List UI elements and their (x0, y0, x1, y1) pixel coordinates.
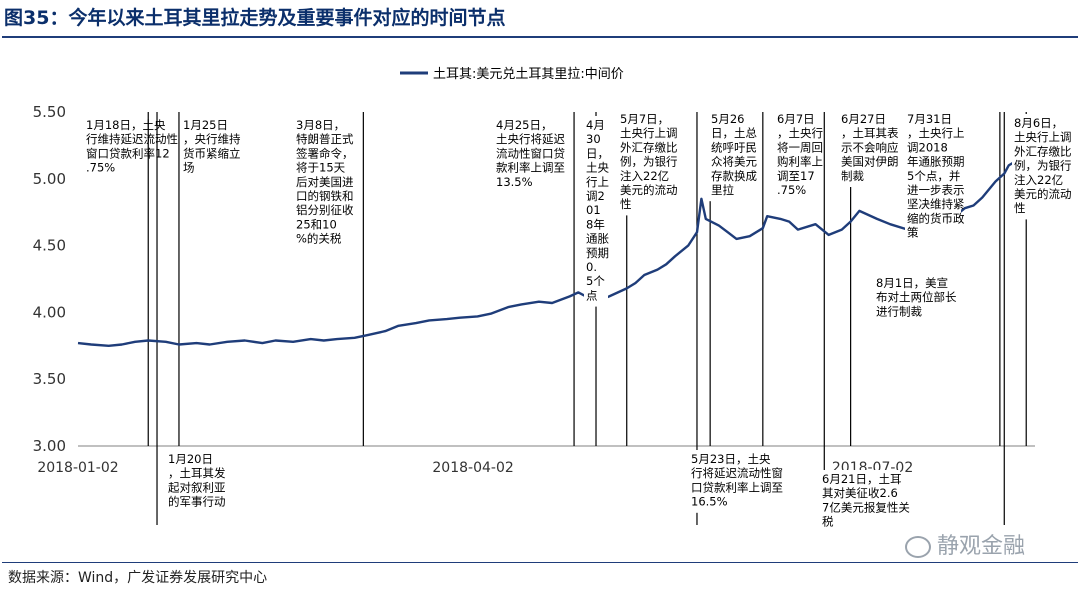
watermark: 静观金融 (905, 528, 1025, 560)
annotation-background (709, 110, 755, 202)
event-annotation: 7月31日，土央行上调2018 年通胀预期 5个点，并进一步表示坚决维持紧缩的货币政… (905, 110, 965, 244)
event-text: 1月18日，土央行维持延迟流动性窗口贷款利率12.75% (86, 118, 178, 175)
event-text: 5月23日，土央行将延迟流动性窗口贷款利率上调至 16.5% (691, 452, 783, 509)
annotation-background (181, 116, 237, 179)
annotation-background (494, 116, 554, 193)
event-annotation: 1月18日，土央行维持延迟流动性窗口贷款利率12.75% (84, 116, 178, 179)
annotation-background (294, 116, 344, 250)
event-text: 4月 30 日，土央行上调2 01 8年通胀预期 0. 5个点 (586, 118, 609, 302)
event-annotation: 4月25日，土央行将延迟流动性窗口贷款利率上调至 13.5% (494, 116, 565, 193)
event-annotation: 6月21日，土耳其对美征收2.6 7亿美元报复性关税 (820, 470, 910, 533)
annotation-background (775, 110, 821, 202)
event-annotations: 1月18日，土央行维持延迟流动性窗口贷款利率12.75% 1月20日，土耳其发起对… (84, 110, 1072, 533)
line-chart: 5.50 5.00 4.50 4.00 3.50 3.00 2018-01-02 2018-… (33, 67, 1072, 533)
event-text: 3月8日，特朗普正式签署命令，将于15天后对美国进口的钢铁和铝分别征收 25和10… (296, 118, 354, 246)
annotation-background (874, 274, 948, 323)
event-text: 5月26 日，土总统呼吁民众将美元存款换成里拉 (711, 112, 757, 197)
title-divider (2, 36, 1078, 38)
y-tick-label: 5.00 (33, 170, 66, 188)
x-tick-label: 2018-01-02 (37, 460, 118, 476)
event-annotation: 6月27日，土耳其表示不会响应美国对伊朗制裁 (839, 110, 899, 187)
annotation-background (839, 110, 885, 187)
event-text: 8月1日，美宣布对土两位部长进行制裁 (876, 276, 957, 318)
bottom-divider (2, 562, 1078, 563)
event-text: 8月6日，土央行上调外汇存缴比例，为银行注入22亿美元的流动性 (1014, 116, 1072, 215)
event-annotation: 8月1日，美宣布对土两位部长进行制裁 (874, 274, 957, 323)
y-tick-label: 3.00 (33, 437, 66, 455)
annotation-background (618, 110, 674, 216)
y-tick-label: 3.50 (33, 370, 66, 388)
event-text: 1月20日，土耳其发起对叙利亚的军事行动 (168, 452, 226, 509)
legend: 土耳其:美元兑土耳其里拉:中间价 (400, 67, 624, 82)
annotation-background (905, 110, 961, 244)
x-tick-label: 2018-04-02 (432, 460, 513, 476)
event-annotation: 8月6日，土央行上调外汇存缴比例，为银行注入22亿美元的流动性 (1012, 114, 1072, 220)
event-text: 4月25日，土央行将延迟流动性窗口贷款利率上调至 13.5% (496, 118, 565, 189)
y-tick-label: 5.50 (33, 103, 66, 121)
annotation-background (689, 450, 771, 513)
event-text: 1月25日，央行维持货币紧缩立场 (183, 118, 241, 175)
event-annotation: 5月23日，土央行将延迟流动性窗口贷款利率上调至 16.5% (689, 450, 783, 513)
event-annotation: 6月7日，土央行将一周回购利率上调至17.75% (775, 110, 823, 202)
annotation-background (820, 470, 900, 533)
event-annotation: 1月25日，央行维持货币紧缩立场 (181, 116, 241, 179)
y-tick-label: 4.50 (33, 237, 66, 255)
y-axis-ticks: 5.50 5.00 4.50 4.00 3.50 3.00 (33, 103, 66, 455)
annotation-background (1012, 114, 1064, 220)
event-text: 6月7日，土央行将一周回购利率上调至17.75% (777, 112, 823, 197)
figure-title: 图35：今年以来土耳其里拉走势及重要事件对应的时间节点 (4, 7, 506, 29)
event-annotation: 1月20日，土耳其发起对叙利亚的军事行动 (166, 450, 226, 513)
event-annotation: 5月7日，土央行上调外汇存缴比例，为银行注入22亿美元的流动性 (618, 110, 678, 216)
event-annotation: 3月8日，特朗普正式签署命令，将于15天后对美国进口的钢铁和铝分别征收 25和10… (294, 116, 354, 250)
event-text: 6月27日，土耳其表示不会响应美国对伊朗制裁 (841, 112, 899, 183)
event-annotation: 4月 30 日，土央行上调2 01 8年通胀预期 0. 5个点 (584, 116, 609, 307)
y-tick-label: 4.00 (33, 303, 66, 321)
wechat-icon (905, 536, 931, 558)
event-annotation: 5月26 日，土总统呼吁民众将美元存款换成里拉 (709, 110, 757, 202)
source-note: 数据来源：Wind，广发证券发展研究中心 (8, 570, 268, 586)
legend-label: 土耳其:美元兑土耳其里拉:中间价 (433, 67, 624, 82)
plot-area: 5.50 5.00 4.50 4.00 3.50 3.00 2018-01-02 2018-… (33, 103, 1037, 525)
event-text: 6月21日，土耳其对美征收2.6 7亿美元报复性关税 (822, 472, 910, 529)
annotation-background (584, 116, 608, 307)
watermark-text: 静观金融 (937, 534, 1026, 559)
annotation-background (84, 116, 140, 179)
annotation-background (166, 450, 218, 513)
event-text: 5月7日，土央行上调外汇存缴比例，为银行注入22亿美元的流动性 (620, 112, 678, 211)
event-text: 7月31日，土央行上调2018 年通胀预期 5个点，并进一步表示坚决维持紧缩的货币政… (907, 112, 965, 240)
